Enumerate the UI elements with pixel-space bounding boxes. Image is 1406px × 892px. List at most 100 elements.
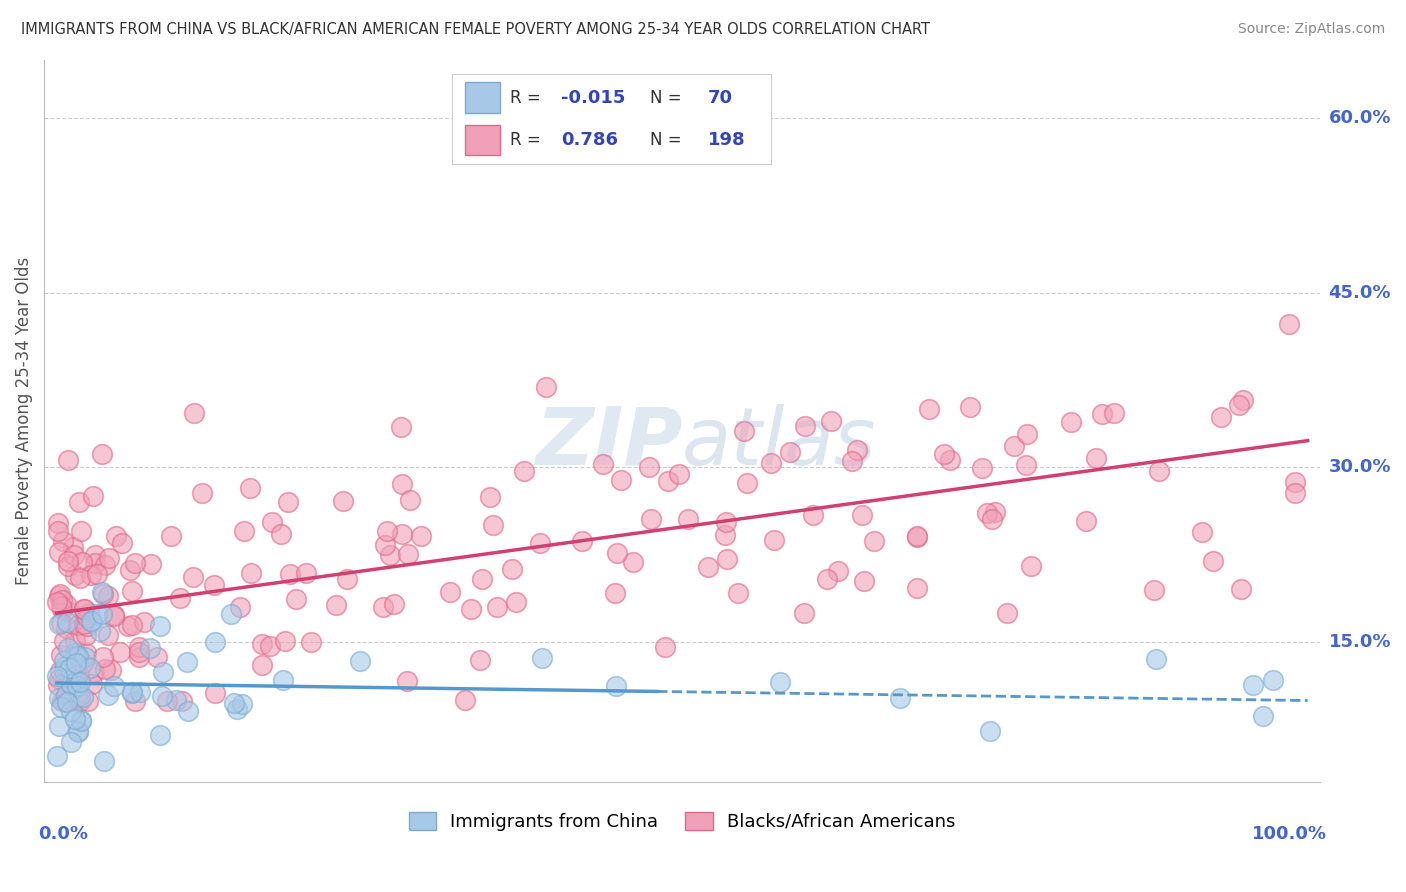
Point	[391, 527, 413, 541]
Point	[82, 677, 104, 691]
Point	[52, 634, 75, 648]
Point	[274, 634, 297, 648]
Point	[181, 570, 204, 584]
Legend: Immigrants from China, Blacks/African Americans: Immigrants from China, Blacks/African Am…	[402, 805, 963, 838]
Point	[60, 682, 83, 697]
Point	[820, 414, 842, 428]
Point	[668, 467, 690, 482]
Point	[67, 724, 90, 739]
Point	[51, 693, 73, 707]
Point	[478, 490, 501, 504]
Point	[83, 665, 105, 679]
Point	[128, 650, 150, 665]
Point	[55, 597, 77, 611]
Point	[905, 528, 928, 542]
Point	[1102, 407, 1125, 421]
Point	[176, 655, 198, 669]
Point	[58, 640, 80, 655]
Point	[48, 691, 70, 706]
Point	[156, 693, 179, 707]
Point	[124, 693, 146, 707]
Point	[53, 663, 76, 677]
Point	[66, 648, 89, 663]
Point	[1278, 318, 1301, 332]
Point	[159, 529, 181, 543]
Point	[177, 704, 200, 718]
Text: 100.0%: 100.0%	[1251, 825, 1326, 844]
Point	[325, 598, 347, 612]
Point	[89, 624, 111, 638]
Point	[1241, 678, 1264, 692]
Point	[91, 584, 114, 599]
Point	[191, 486, 214, 500]
Point	[149, 619, 172, 633]
Point	[70, 714, 93, 728]
Point	[82, 489, 104, 503]
Point	[67, 495, 90, 509]
Point	[90, 607, 112, 621]
Point	[768, 674, 790, 689]
Point	[94, 558, 117, 573]
Point	[299, 635, 322, 649]
Point	[146, 650, 169, 665]
Point	[398, 493, 420, 508]
Point	[501, 561, 523, 575]
Point	[49, 700, 72, 714]
Point	[460, 602, 482, 616]
Point	[225, 702, 247, 716]
Point	[121, 618, 143, 632]
Point	[231, 698, 253, 712]
Point	[56, 554, 79, 568]
Point	[905, 582, 928, 596]
Point	[621, 555, 644, 569]
Point	[250, 637, 273, 651]
Point	[84, 548, 107, 562]
Point	[714, 515, 737, 529]
Point	[640, 512, 662, 526]
Point	[531, 651, 554, 665]
Point	[219, 607, 242, 622]
Point	[259, 639, 281, 653]
Point	[468, 653, 491, 667]
Point	[60, 672, 83, 686]
Point	[846, 442, 869, 457]
Text: 15.0%: 15.0%	[1329, 633, 1391, 651]
Point	[260, 515, 283, 529]
Point	[841, 454, 863, 468]
Point	[204, 686, 226, 700]
Point	[815, 573, 838, 587]
Point	[97, 628, 120, 642]
Point	[984, 505, 1007, 519]
Point	[46, 524, 69, 538]
Point	[55, 689, 77, 703]
Point	[224, 696, 246, 710]
Point	[905, 530, 928, 544]
Point	[454, 693, 477, 707]
Point	[762, 533, 785, 548]
Point	[152, 665, 174, 680]
Point	[51, 533, 73, 548]
Point	[439, 585, 461, 599]
Point	[111, 535, 134, 549]
Point	[48, 719, 70, 733]
Point	[65, 646, 87, 660]
Point	[97, 589, 120, 603]
Point	[46, 668, 69, 682]
Point	[65, 648, 87, 663]
Point	[67, 666, 90, 681]
Point	[1202, 553, 1225, 567]
Point	[1076, 515, 1098, 529]
Point	[1191, 524, 1213, 539]
Point	[382, 597, 405, 611]
Point	[46, 516, 69, 530]
Point	[65, 712, 87, 726]
Point	[48, 590, 70, 604]
Point	[278, 566, 301, 581]
Point	[55, 695, 77, 709]
Point	[69, 713, 91, 727]
Point	[678, 512, 700, 526]
Point	[995, 606, 1018, 620]
Point	[485, 599, 508, 614]
Point	[46, 595, 69, 609]
Point	[654, 640, 676, 654]
